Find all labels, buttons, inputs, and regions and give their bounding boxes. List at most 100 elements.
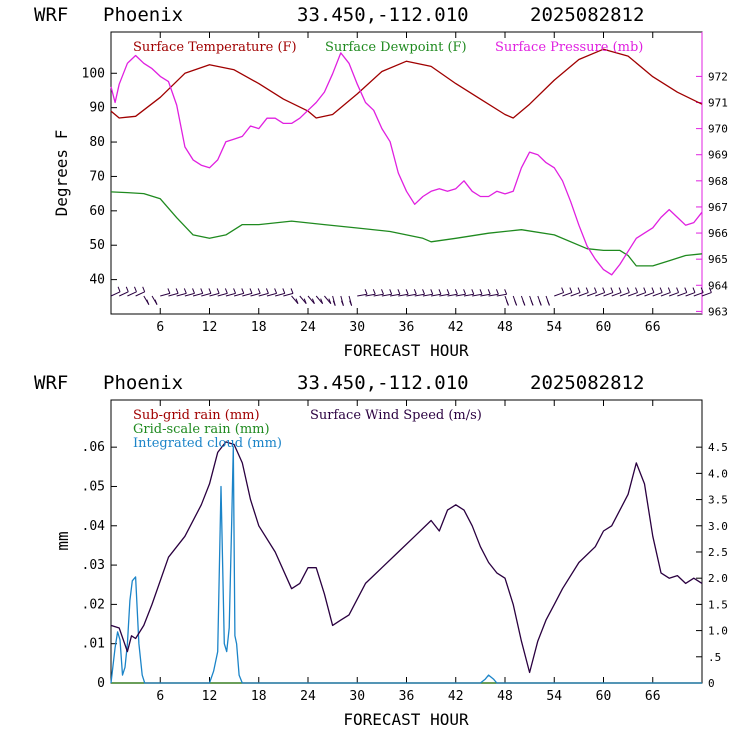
wind-barb-flag	[397, 289, 401, 295]
wind-barb-flag	[364, 289, 368, 295]
wind-barb	[127, 291, 137, 297]
wind-barb	[488, 293, 499, 297]
y2-tick-label: 970	[708, 123, 728, 136]
wind-barb-flag	[471, 289, 475, 295]
left-ticks-1: 40 50 60 70 80 90 100	[82, 66, 117, 288]
wind-barb	[233, 292, 244, 297]
wind-barb-flag	[602, 287, 606, 293]
wind-barb	[299, 295, 307, 304]
wind-barb-flag	[505, 300, 509, 306]
y2-tick-label: 4.0	[708, 467, 728, 480]
x-tick-label: 54	[546, 320, 562, 335]
wind-barb-flag	[183, 288, 187, 294]
y-tick-label: 100	[82, 66, 105, 81]
legend-subgrid: Sub-grid rain (mm)	[133, 408, 260, 423]
wind-barb-flag	[561, 287, 565, 293]
wind-barb-flag	[569, 287, 573, 293]
wind-barb-flag	[522, 300, 526, 306]
wind-barb-flag	[514, 300, 518, 306]
station-label-2: Phoenix	[103, 372, 183, 394]
y2-tick-label: 4.5	[708, 441, 728, 454]
wind-barb	[701, 292, 712, 297]
wind-barb	[636, 292, 646, 297]
series-line-1	[110, 191, 703, 267]
wind-barb	[652, 292, 663, 297]
wind-barb	[406, 293, 417, 297]
wind-barb-flag	[546, 300, 550, 306]
wind-barb	[422, 293, 433, 297]
wind-barb	[184, 292, 195, 297]
wind-barb	[201, 292, 212, 297]
wind-barb	[431, 293, 442, 297]
wind-barbs	[110, 286, 712, 306]
y-tick-label: 80	[89, 135, 105, 150]
x-tick-label: 66	[645, 320, 661, 335]
wind-barb	[357, 293, 368, 297]
wind-barb	[595, 292, 605, 297]
wind-barb-flag	[643, 287, 647, 293]
wind-barb-flag	[167, 288, 171, 294]
wind-barb	[668, 292, 679, 297]
wind-barb	[209, 292, 220, 297]
y2-tick-label: 963	[708, 305, 728, 318]
wind-barb-flag	[430, 289, 434, 295]
x-tick-label: 36	[399, 320, 415, 335]
wind-barb	[315, 295, 324, 304]
wind-barb	[275, 292, 285, 297]
y-tick-label: .01	[82, 637, 105, 652]
y2-tick-label: 964	[708, 279, 728, 292]
wind-barb-flag	[175, 288, 179, 294]
x-tick-label: 36	[399, 689, 415, 704]
y2-tick-label: 972	[708, 70, 728, 83]
x-tick-label: 60	[596, 689, 612, 704]
wind-barb-flag	[125, 286, 129, 292]
wind-barb	[447, 293, 458, 297]
wind-barb	[455, 293, 466, 297]
wind-barb-flag	[504, 289, 508, 295]
wind-barb-flag	[438, 289, 442, 295]
wind-barb-flag	[349, 300, 353, 306]
y-tick-label: .02	[82, 597, 105, 612]
wind-barb-flag	[538, 300, 542, 306]
wind-barb-flag	[577, 287, 581, 293]
legend-cloud: Integrated cloud (mm)	[133, 436, 282, 451]
wind-barb-flag	[413, 289, 417, 295]
y2-tick-label: 2.0	[708, 572, 728, 585]
wind-barb-flag	[692, 287, 696, 293]
wind-barb-flag	[700, 287, 704, 293]
wind-barb-flag	[626, 287, 630, 293]
wind-barb	[570, 292, 581, 297]
wind-barb-flag	[454, 289, 458, 295]
run-label-2: 2025082812	[530, 372, 644, 394]
run-label: 2025082812	[530, 4, 644, 26]
wind-barb	[472, 293, 483, 297]
wind-barb-flag	[708, 287, 712, 293]
wind-barb-flag	[381, 289, 384, 295]
x-tick-label: 54	[546, 689, 562, 704]
wind-barb	[677, 292, 687, 297]
wind-barb-flag	[495, 289, 499, 295]
x-ticks-2: 6 12 18 24 30 36 42 48 54 60 66	[156, 400, 661, 704]
wind-barb-flag	[676, 287, 680, 293]
panel-precip: 0 .01 .02 .03 .04 .05 .06 0 .5 1.0 1.5 2.0 2.5 3.0 3.…	[53, 399, 728, 729]
y-tick-label: 50	[89, 238, 105, 253]
wind-barb	[660, 292, 671, 297]
wind-barb-flag	[332, 300, 336, 306]
x-tick-label: 60	[596, 320, 612, 335]
wind-barb-flag	[117, 286, 121, 292]
wind-barb-flag	[422, 289, 426, 295]
wind-barb	[603, 292, 614, 297]
y-tick-label: 60	[89, 204, 105, 219]
wind-barb-flag	[265, 288, 269, 294]
wind-barb	[135, 291, 145, 297]
x-tick-label: 42	[448, 320, 464, 335]
wind-barb-flag	[257, 288, 261, 294]
wind-barb-flag	[192, 288, 195, 294]
wind-barb-flag	[241, 288, 245, 294]
wind-barb-flag	[328, 298, 332, 304]
legend-dewpoint: Surface Dewpoint (F)	[325, 40, 467, 55]
wind-barb	[644, 292, 655, 297]
wind-barb	[627, 292, 638, 297]
